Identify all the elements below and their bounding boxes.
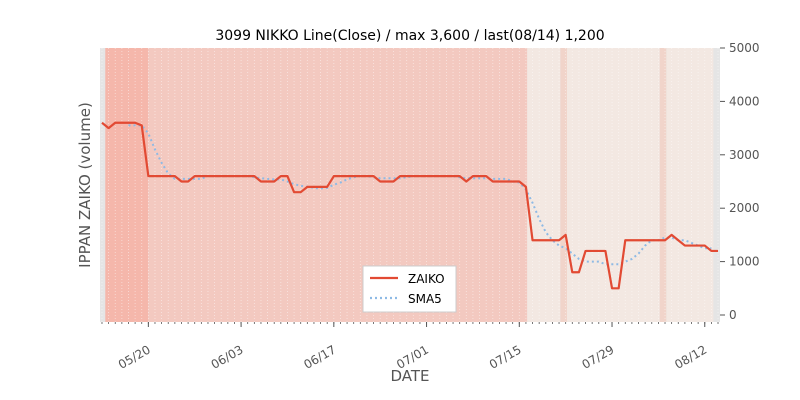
x-tick-label: 06/17 xyxy=(301,342,338,371)
background-band-3 xyxy=(560,48,567,322)
background-band-2 xyxy=(527,48,561,322)
y-tick-label: 1000 xyxy=(729,255,760,269)
x-axis-label: DATE xyxy=(390,367,429,385)
background-band-6 xyxy=(666,48,714,322)
legend-label-sma5: SMA5 xyxy=(408,292,442,306)
legend: ZAIKO SMA5 xyxy=(362,265,457,313)
x-tick-label: 08/12 xyxy=(672,342,709,371)
y-axis: 0 1000 2000 3000 4000 5000 xyxy=(720,41,760,322)
x-axis: 05/20 06/03 06/17 07/01 07/15 07/29 08/12 xyxy=(101,322,719,372)
y-tick-label: 2000 xyxy=(729,201,760,215)
series-line-zaiko xyxy=(101,121,719,290)
background-band-0 xyxy=(105,48,149,322)
background-band-5 xyxy=(659,48,667,322)
x-tick-label: 06/03 xyxy=(209,342,246,371)
background-bands xyxy=(105,48,714,322)
x-tick-label: 07/15 xyxy=(487,342,524,371)
series-layer xyxy=(101,121,719,290)
chart-title: 3099 NIKKO Line(Close) / max 3,600 / las… xyxy=(215,28,604,44)
y-tick-label: 3000 xyxy=(729,148,760,162)
y-axis-label: IPPAN ZAIKO (volume) xyxy=(76,102,94,268)
background-band-1 xyxy=(148,48,528,322)
legend-label-zaiko: ZAIKO xyxy=(408,272,445,286)
background-band-4 xyxy=(566,48,660,322)
y-tick-label: 5000 xyxy=(729,41,760,55)
legend-box xyxy=(362,265,457,313)
x-tick-label: 07/29 xyxy=(580,342,617,371)
x-tick-label: 05/20 xyxy=(116,342,153,371)
y-tick-label: 0 xyxy=(729,308,737,322)
y-tick-label: 4000 xyxy=(729,94,760,108)
